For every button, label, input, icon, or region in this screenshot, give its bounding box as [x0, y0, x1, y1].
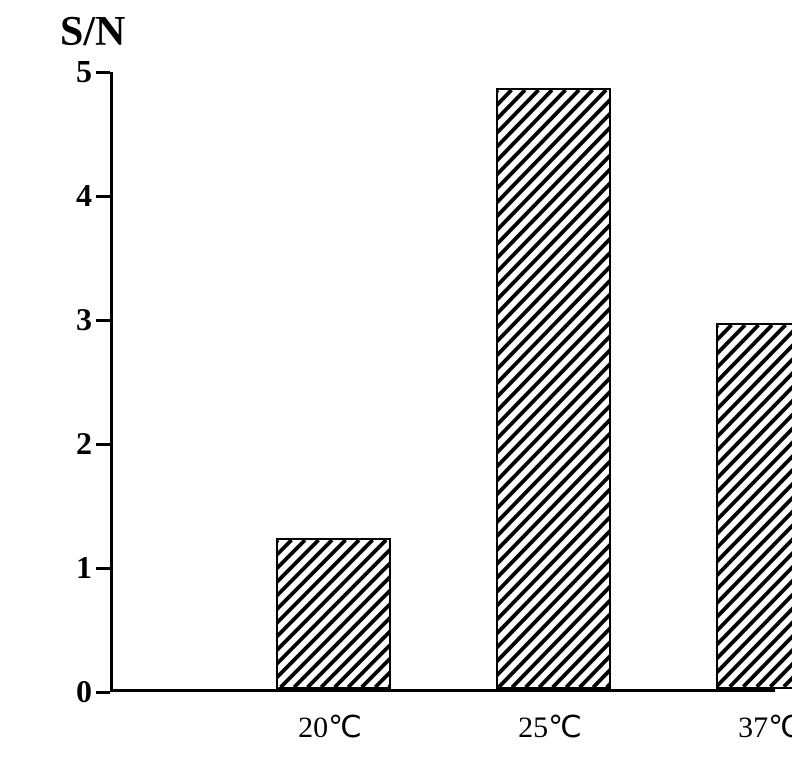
- y-tick-mark: [96, 195, 110, 198]
- y-axis-title: S/N: [60, 8, 125, 56]
- y-tick-mark: [96, 691, 110, 694]
- y-tick-label: 2: [52, 425, 92, 462]
- x-tick-label: 25℃: [470, 710, 630, 745]
- plot-area: [110, 72, 775, 692]
- y-tick-mark: [96, 319, 110, 322]
- bar: [496, 88, 611, 689]
- x-tick-label: 37℃: [690, 710, 792, 745]
- y-tick-mark: [96, 443, 110, 446]
- y-tick-label: 3: [52, 301, 92, 338]
- x-tick-label: 20℃: [250, 710, 410, 745]
- bar: [276, 538, 391, 689]
- y-tick-mark: [96, 567, 110, 570]
- y-tick-label: 1: [52, 549, 92, 586]
- y-tick-mark: [96, 71, 110, 74]
- sn-bar-chart: S/N 0 1 2 3 4 5 20℃ 25℃ 37℃: [0, 0, 792, 781]
- y-tick-label: 5: [52, 53, 92, 90]
- y-tick-label: 0: [52, 673, 92, 710]
- bar: [716, 323, 792, 689]
- y-tick-label: 4: [52, 177, 92, 214]
